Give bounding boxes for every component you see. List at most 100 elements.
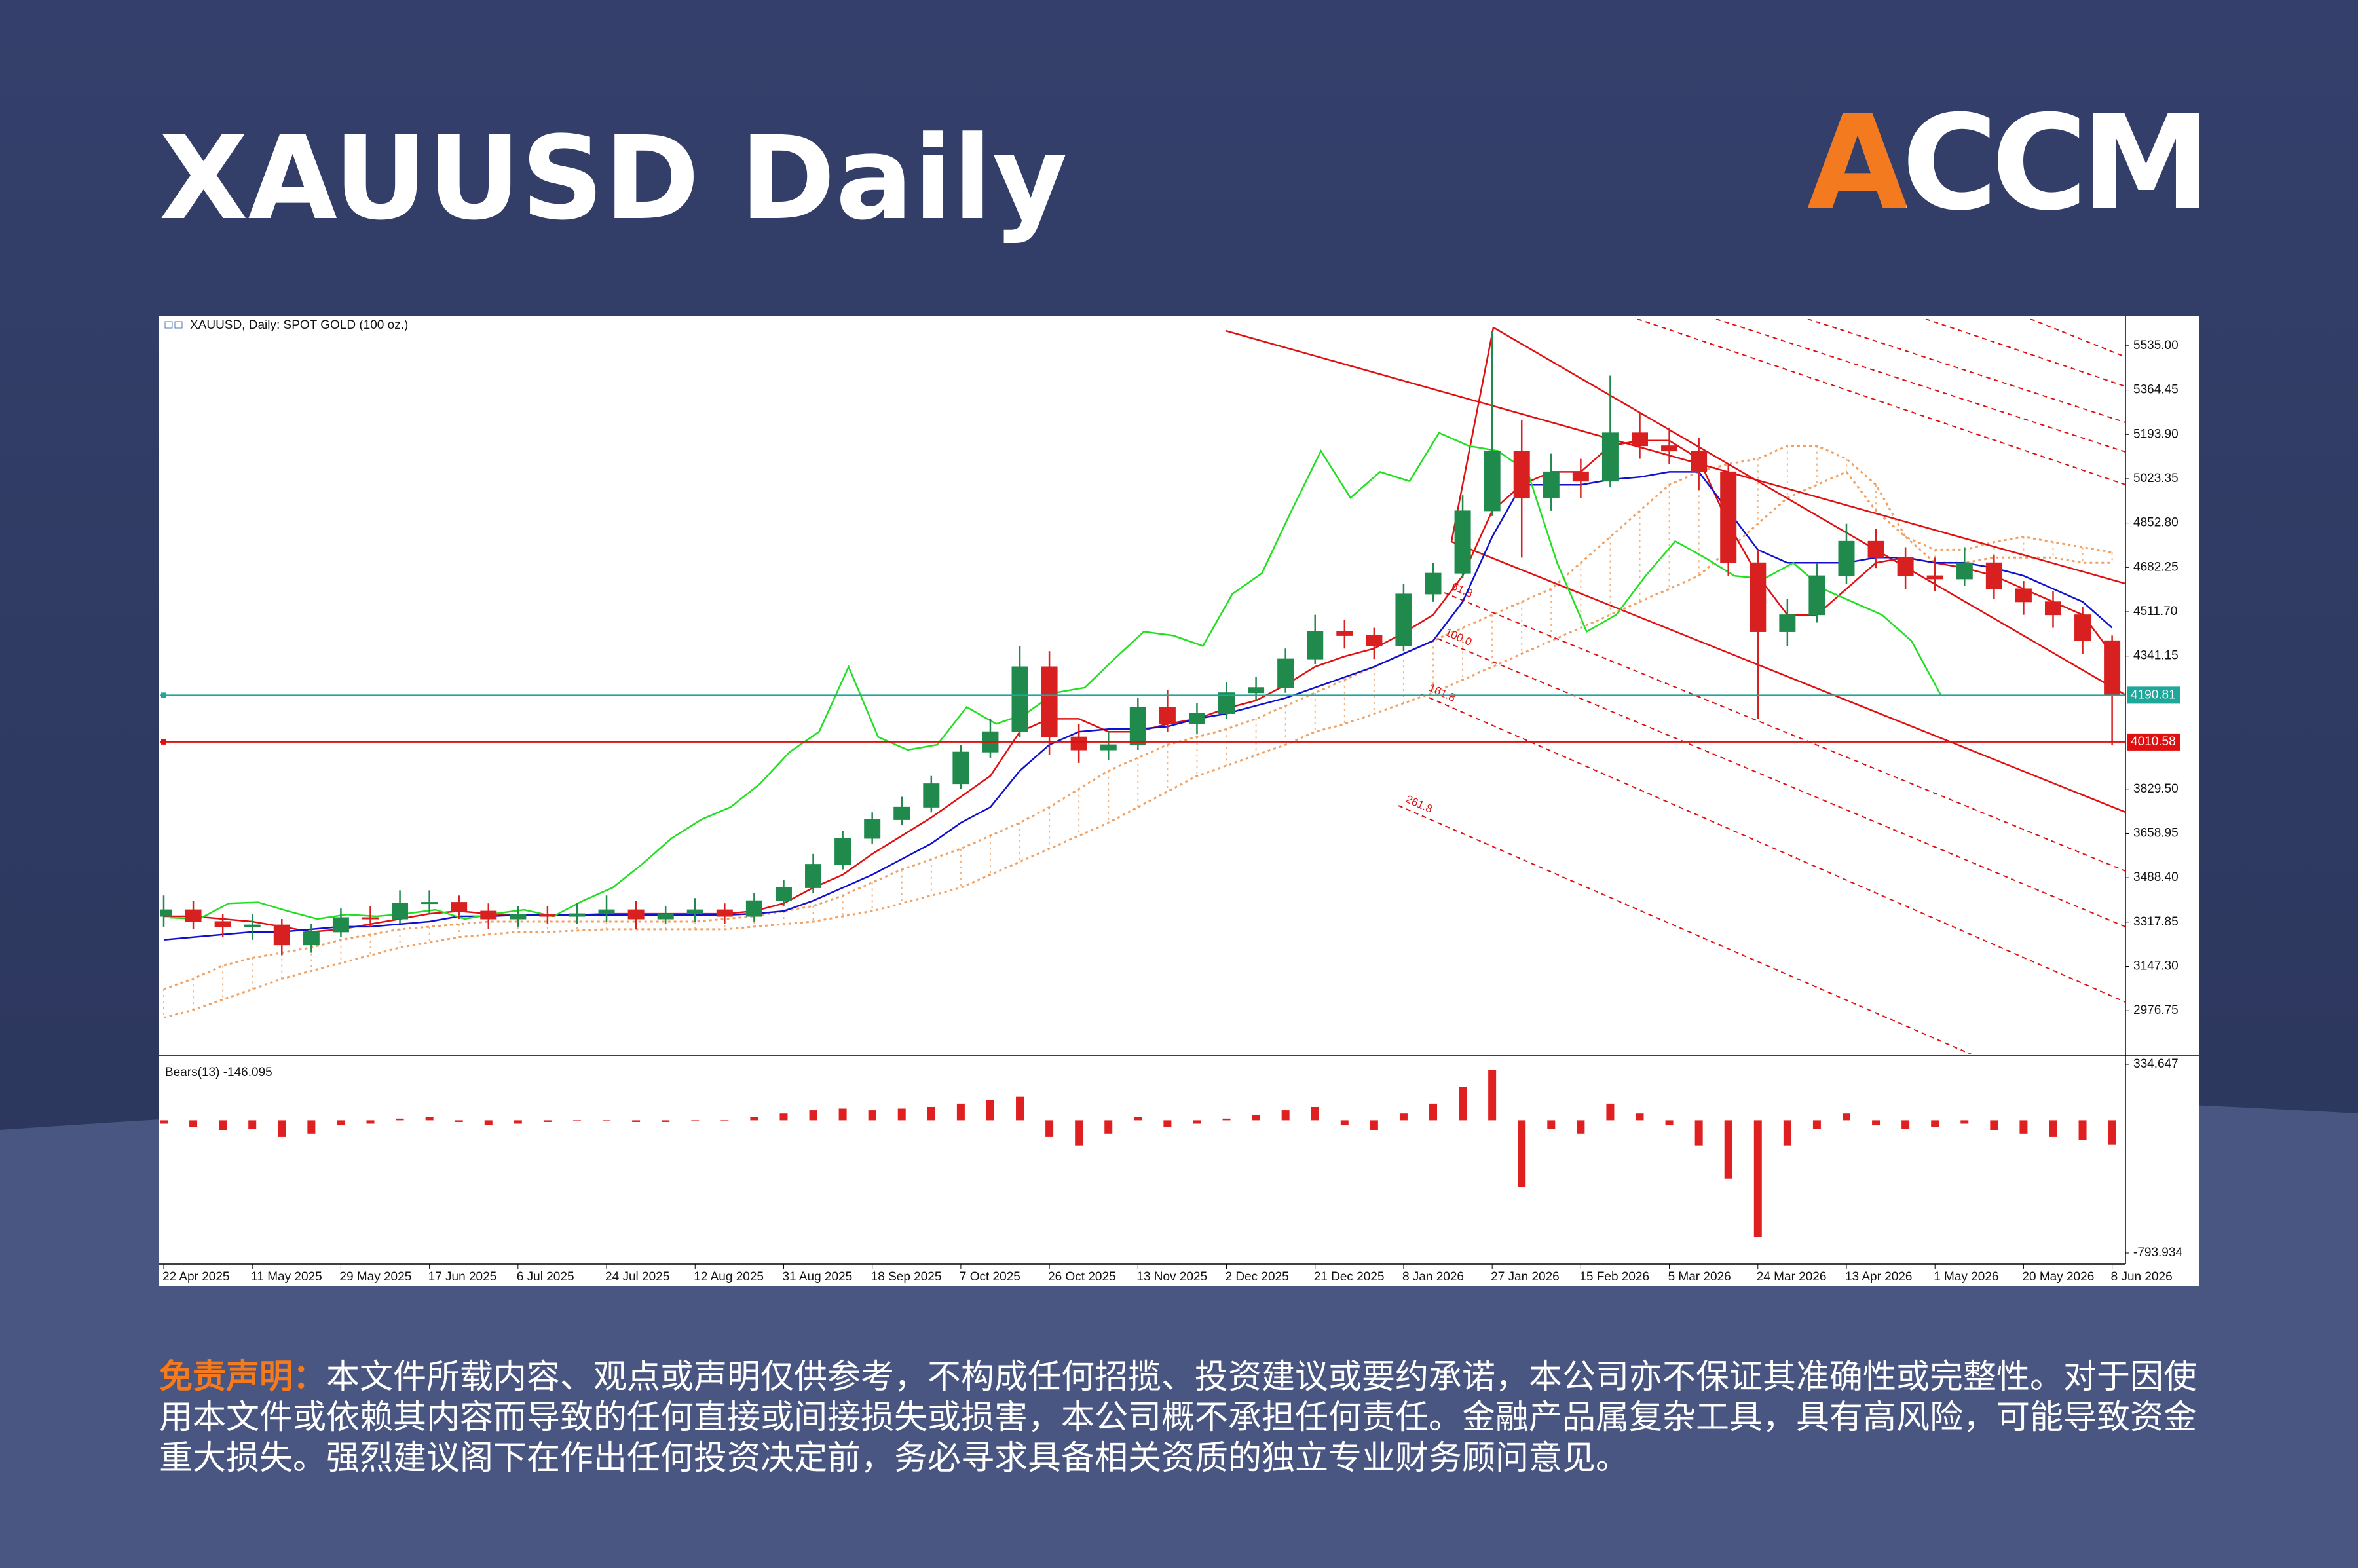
channel-line <box>1451 540 2125 813</box>
candle-body <box>1070 736 1087 751</box>
candle-body <box>1985 562 2002 589</box>
indicator-bar <box>2108 1120 2116 1145</box>
level-marker <box>161 739 166 745</box>
x-tick-label: 5 Mar 2026 <box>1668 1270 1731 1284</box>
candle-body <box>392 903 409 920</box>
candle-body <box>1867 540 1884 558</box>
indicator-bar <box>337 1120 345 1126</box>
y-tick-label: 5535.00 <box>2133 339 2179 352</box>
x-tick-label: 31 Aug 2025 <box>782 1270 852 1284</box>
indicator-bar <box>396 1118 404 1121</box>
candle-body <box>332 917 349 933</box>
candle-body <box>1720 471 1737 563</box>
indicator-bar <box>1724 1120 1732 1179</box>
candle-body <box>2104 640 2121 696</box>
y-tick-label: 2976.75 <box>2133 1003 2179 1017</box>
y-tick-label: 334.647 <box>2133 1057 2179 1071</box>
indicator-bar <box>1252 1115 1260 1121</box>
fib-line <box>1421 694 2125 1003</box>
indicator-bar <box>1842 1113 1850 1121</box>
indicator-bar <box>1901 1120 1910 1129</box>
y-tick-label: 4341.15 <box>2133 649 2179 663</box>
indicator-bar <box>897 1108 906 1121</box>
candle-body <box>244 924 261 927</box>
indicator-bar <box>1281 1110 1290 1121</box>
y-tick-label: 3317.85 <box>2133 915 2179 929</box>
x-tick-label: 12 Aug 2025 <box>694 1270 764 1284</box>
x-tick-label: 26 Oct 2025 <box>1048 1270 1116 1284</box>
indicator-bar <box>838 1108 847 1121</box>
x-tick-label: 18 Sep 2025 <box>871 1270 942 1284</box>
indicator-bar <box>514 1120 522 1124</box>
x-tick-label: 6 Jul 2025 <box>517 1270 574 1284</box>
indicator-bar <box>543 1120 552 1122</box>
indicator-bar <box>219 1120 227 1130</box>
indicator-bar <box>1606 1103 1615 1121</box>
candle-body <box>1454 510 1471 574</box>
candle-body <box>893 806 910 820</box>
candle-body <box>745 900 762 917</box>
candle-body <box>686 909 703 914</box>
level-marker <box>161 692 166 698</box>
icon <box>164 321 173 329</box>
indicator-bar <box>189 1120 198 1127</box>
disclaimer: 免责声明：本文件所载内容、观点或声明仅供参考，不构成任何招揽、投资建议或要约承诺… <box>159 1357 2216 1479</box>
candle-body <box>303 931 320 946</box>
y-tick-label: 4852.80 <box>2133 516 2179 530</box>
indicator-bar <box>248 1120 257 1129</box>
x-tick-label: 11 May 2025 <box>251 1270 322 1284</box>
candle-body <box>1277 658 1294 688</box>
level-label: 4010.58 <box>2131 735 2176 749</box>
candle-body <box>1041 666 1058 737</box>
x-tick-label: 13 Nov 2025 <box>1136 1270 1207 1284</box>
y-tick-label: -793.934 <box>2133 1246 2182 1260</box>
disclaimer-label: 免责声明： <box>159 1358 327 1396</box>
x-tick-label: 8 Jan 2026 <box>1402 1270 1464 1284</box>
candle-body <box>1366 635 1383 646</box>
candle-body <box>2044 601 2061 616</box>
candle-body <box>214 921 231 927</box>
candle-body <box>1661 445 1678 452</box>
chart-title: XAUUSD, Daily: SPOT GOLD (100 oz.) <box>190 318 408 332</box>
candle-body <box>1632 432 1648 447</box>
indicator-bar <box>278 1120 286 1137</box>
x-tick-label: 13 Apr 2026 <box>1845 1270 1912 1284</box>
candle-body <box>598 909 615 914</box>
title: XAUUSD Daily <box>159 111 1068 246</box>
x-tick-label: 24 Mar 2026 <box>1757 1270 1827 1284</box>
indicator-bar <box>1459 1087 1467 1121</box>
y-tick-label: 4682.25 <box>2133 560 2179 574</box>
indicator-bar <box>1636 1113 1644 1121</box>
indicator-bar <box>160 1120 168 1124</box>
indicator-bar <box>662 1120 670 1122</box>
candle-body <box>1159 707 1176 724</box>
x-tick-label: 20 May 2026 <box>2022 1270 2094 1284</box>
indicator-bar <box>956 1103 965 1121</box>
indicator-bar <box>1193 1120 1201 1124</box>
channel-line <box>1493 326 2125 696</box>
fib-line <box>1444 592 2125 872</box>
indicator-bar <box>1340 1120 1349 1126</box>
candle-body <box>1011 666 1028 732</box>
candle-body <box>510 914 527 920</box>
candle-body <box>1897 557 1914 576</box>
indicator-area <box>160 1070 2116 1238</box>
indicator-bar <box>307 1120 316 1134</box>
candle-body <box>1129 707 1146 745</box>
x-tick-label: 29 May 2025 <box>339 1270 411 1284</box>
candle-body <box>421 902 438 905</box>
y-tick-label: 5364.45 <box>2133 383 2179 397</box>
candle-body <box>273 924 290 946</box>
indicator-bar <box>1311 1106 1319 1121</box>
indicator-bar <box>1104 1120 1113 1134</box>
indicator-bar <box>2078 1120 2087 1141</box>
candle-body <box>952 751 969 785</box>
candle-body <box>1513 451 1530 498</box>
y-tick-label: 3829.50 <box>2133 782 2179 796</box>
channel-line <box>1450 327 1495 542</box>
candle-body <box>1926 575 1943 580</box>
indicator-bar <box>1694 1120 1703 1146</box>
y-tick-label: 4511.70 <box>2133 605 2177 618</box>
candle-body <box>923 783 940 808</box>
x-tick-label: 7 Oct 2025 <box>960 1270 1020 1284</box>
